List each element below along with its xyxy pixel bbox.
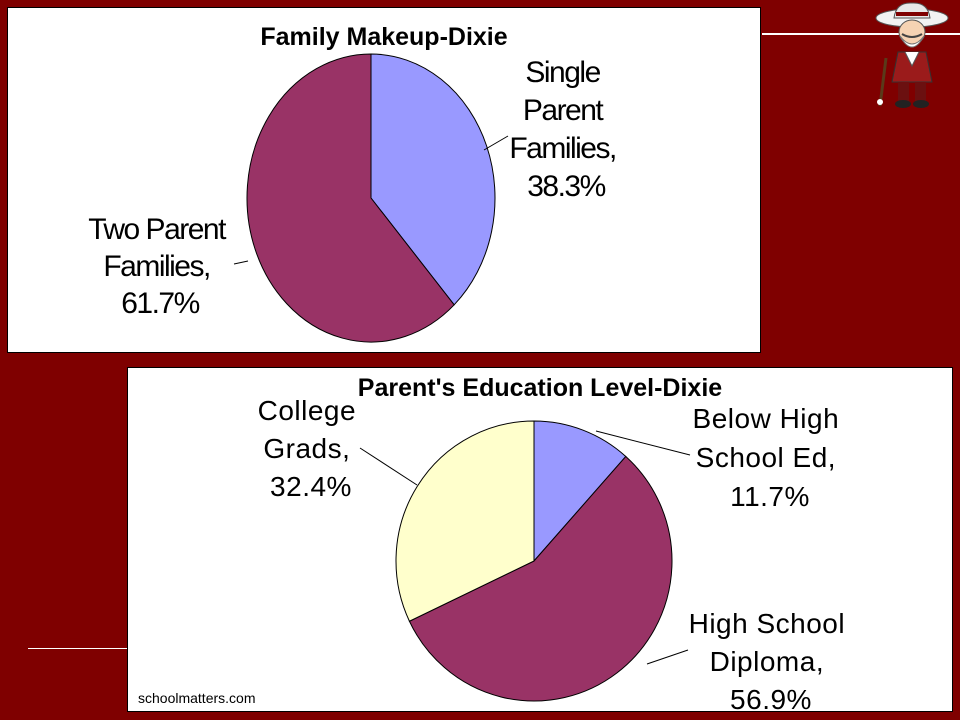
high-school-diploma-label: High School Diploma, 56.9% <box>689 608 854 711</box>
family-makeup-chart-panel: Family Makeup-Dixie Single Parent Famili… <box>7 7 761 353</box>
education-level-chart-panel: Parent's Education Level-Dixie Below Hig… <box>127 367 953 712</box>
education-pie-slice-2 <box>395 420 535 622</box>
education-pie-slice-1 <box>408 455 673 702</box>
below-high-school-leader-line <box>595 430 691 456</box>
mascot-logo <box>875 2 949 108</box>
decorative-line-bottom <box>28 648 130 649</box>
family-pie-slice-0 <box>370 53 496 306</box>
college-grads-label: College Grads, 32.4% <box>258 395 365 502</box>
below-high-school-label: Below High School Ed, 11.7% <box>693 403 848 512</box>
family-makeup-pie-chart: Family Makeup-Dixie Single Parent Famili… <box>88 23 622 343</box>
single-parent-label: Single Parent Families, 38.3% <box>509 56 622 203</box>
decorative-line-top <box>762 33 960 35</box>
source-attribution: schoolmatters.com <box>138 690 256 706</box>
single-parent-leader-line <box>483 135 509 151</box>
high-school-diploma-leader-line <box>646 649 689 665</box>
family-pie-slice-1 <box>246 53 455 343</box>
education-level-pie-chart: Parent's Education Level-Dixie Below Hig… <box>258 374 854 711</box>
education-chart-title: Parent's Education Level-Dixie <box>358 374 722 402</box>
two-parent-label: Two Parent Families, 61.7% <box>88 213 232 320</box>
college-grads-leader-line <box>359 447 418 486</box>
family-chart-title: Family Makeup-Dixie <box>260 23 507 51</box>
education-pie-slice-0 <box>533 420 627 563</box>
two-parent-leader-line <box>233 260 249 265</box>
